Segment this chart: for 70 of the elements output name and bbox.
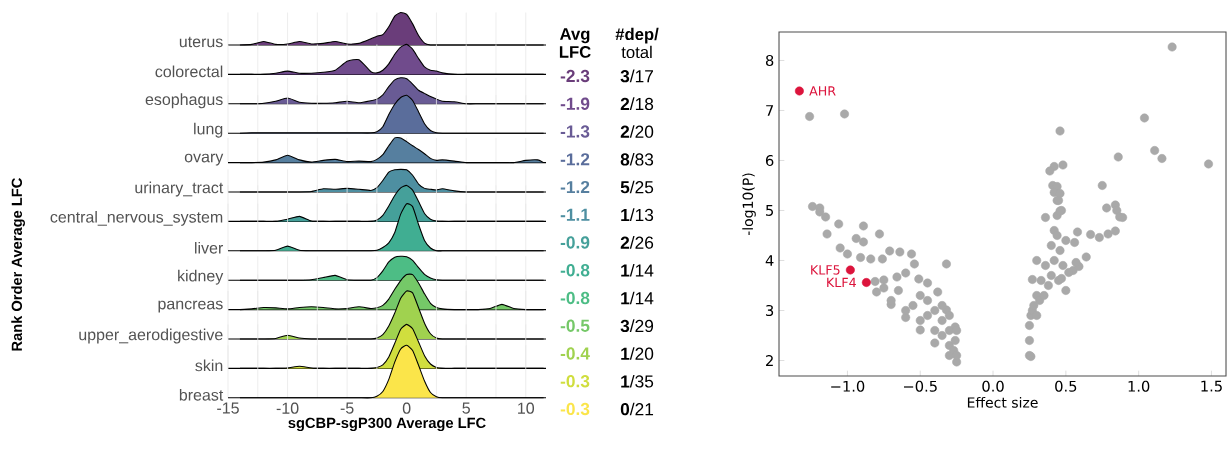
text: -0.3: [560, 375, 590, 388]
y-tick-label: 8: [765, 54, 774, 67]
text: 3/29: [620, 319, 654, 333]
text: -0.8: [560, 291, 590, 305]
series-label: lung: [194, 122, 223, 138]
series-label: ovary: [184, 153, 224, 166]
x-tick-label: -10: [276, 402, 299, 414]
text: -0.3: [560, 402, 590, 416]
y-tick-label: 5: [766, 205, 774, 216]
text: -1.2: [560, 153, 590, 166]
series-label: skin: [195, 359, 223, 372]
text: 0/21: [620, 402, 654, 416]
text: 3/17: [620, 69, 653, 83]
text: Avg LFC: [559, 28, 591, 58]
text: 1/14: [621, 263, 654, 277]
text: 8/83: [620, 152, 654, 166]
x-axis-title: sgCBP-sgP300 Average LFC: [288, 417, 486, 432]
series-label: liver: [195, 241, 224, 254]
series-label: esophagus: [145, 93, 223, 109]
text: 1/14: [621, 291, 654, 305]
x-tick-label: 0.5: [1055, 380, 1077, 392]
x-tick-label: -5: [340, 402, 354, 414]
annotation: KLF4: [827, 277, 856, 288]
text: -2.3: [560, 69, 590, 83]
text: -0.4: [560, 347, 590, 360]
y-tick-label: 3: [766, 304, 774, 317]
y-axis-title: -log10(P): [742, 173, 756, 236]
y-axis-title: Rank Order Average LFC: [11, 178, 25, 351]
text: 5/25: [620, 180, 654, 194]
series-label: pancreas: [158, 300, 223, 313]
series-label: upper_aerodigestive: [79, 328, 223, 344]
point: [794, 86, 804, 96]
y-tick-label: 6: [765, 154, 774, 167]
text: 1/13: [621, 208, 654, 222]
annotation: KLF5: [811, 265, 840, 275]
series-label: breast: [179, 388, 224, 401]
text: -0.8: [560, 264, 590, 277]
text: 2/18: [620, 97, 654, 111]
text: #dep/ total: [615, 27, 659, 59]
point: [861, 278, 871, 287]
point: [845, 265, 855, 275]
y-tick-label: 7: [766, 105, 774, 116]
text: -1.3: [560, 125, 590, 138]
text: 2/26: [620, 236, 654, 249]
series-label: kidney: [178, 269, 224, 285]
x-tick-label: 5: [462, 402, 470, 414]
text: -1.1: [560, 208, 590, 221]
text: -1.9: [560, 97, 590, 110]
x-tick-label: 10: [518, 402, 535, 414]
x-tick-label: -15: [217, 402, 239, 414]
y-tick-label: 2: [766, 355, 773, 366]
text: -0.5: [560, 319, 590, 332]
text: -1.2: [560, 180, 590, 194]
series-label: colorectal: [155, 65, 223, 78]
x-tick-label: 1.5: [1201, 380, 1222, 392]
text: 1/35: [621, 374, 654, 388]
text: -0.9: [560, 236, 590, 249]
x-tick-label: 0.0: [982, 380, 1004, 392]
y-tick-label: 4: [765, 255, 774, 266]
x-tick-label: 0: [402, 402, 411, 414]
x-tick-label: −1.0: [831, 380, 865, 392]
text: 2/20: [620, 125, 654, 138]
x-axis-title: Effect size: [967, 396, 1038, 408]
series-label: uterus: [179, 36, 223, 48]
x-tick-label: −0.5: [903, 380, 937, 392]
series-label: urinary_tract: [135, 181, 224, 197]
annotation: AHR: [809, 86, 836, 96]
x-tick-label: 1.0: [1128, 380, 1150, 392]
text: 1/20: [621, 347, 654, 360]
series-label: central_nervous_system: [50, 210, 223, 226]
